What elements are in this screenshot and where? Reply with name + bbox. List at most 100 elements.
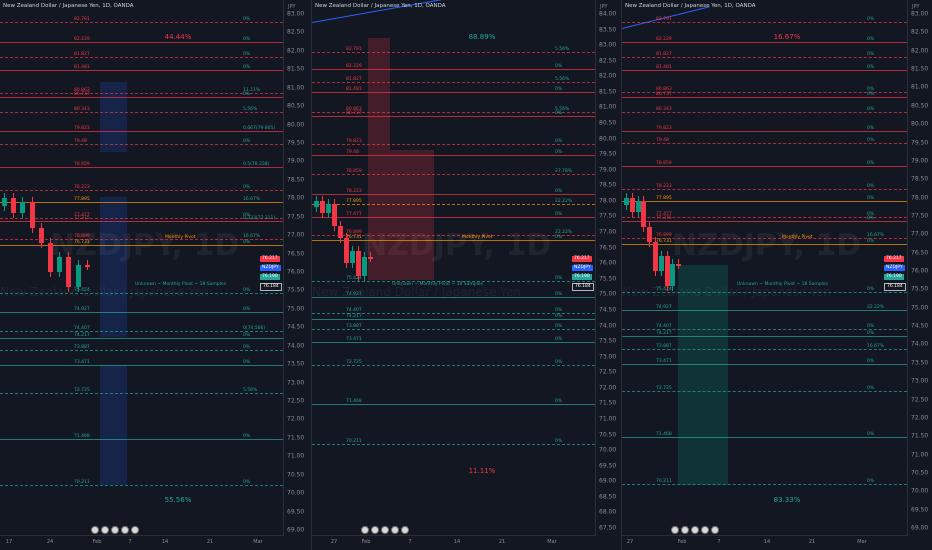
price-tick-label: 77.00: [599, 228, 617, 236]
pivot-level-line: [0, 143, 283, 145]
pivot-level-line: [622, 97, 907, 99]
toolbar-button[interactable]: [701, 526, 709, 534]
pivot-level-line: [0, 97, 283, 99]
price-tick-label: 79.00: [599, 166, 617, 174]
range-box: [678, 265, 728, 485]
pivot-level-value: 81.481: [346, 87, 362, 93]
candle-body: [338, 225, 343, 239]
chart-pane-right[interactable]: NZDJPY, 1D New Zealand Dollar / Japanese …: [621, 0, 932, 550]
pivot-level-line: [622, 363, 907, 365]
replay-toolbar[interactable]: [361, 526, 409, 534]
toolbar-button[interactable]: [121, 526, 129, 534]
price-tick-label: 68.50: [599, 493, 617, 501]
price-axis[interactable]: JPY 84.00 83.50 83.00 82.50 82.00 81.50 81.00 8…: [572, 0, 620, 536]
time-axis[interactable]: 17 24 Feb 7 14 21 Mar: [0, 535, 283, 550]
candle-body: [356, 250, 361, 276]
toolbar-button[interactable]: [371, 526, 379, 534]
candle-body: [624, 197, 629, 205]
price-axis[interactable]: JPY 83.00 82.50 82.00 81.50 81.00 80.50 80.00 7…: [260, 0, 309, 536]
pivot-level-percent: 0%: [867, 160, 875, 166]
plot-area[interactable]: NZDJPY, 1D New Zealand Dollar / Japanese …: [312, 0, 595, 536]
price-tick-label: 69.50: [911, 506, 929, 514]
pivot-level-percent: 0%: [867, 196, 875, 202]
replay-toolbar[interactable]: [91, 526, 139, 534]
pivot-level-value: 76.731: [656, 238, 672, 244]
toolbar-button[interactable]: [381, 526, 389, 534]
time-axis[interactable]: 27 Feb 7 14 21 Mar: [312, 535, 595, 550]
pivot-level-value: 82.791: [74, 16, 90, 22]
lower-probability: 11.11%: [468, 467, 496, 475]
pivot-level-percent: 5.56%: [555, 106, 570, 112]
pivot-level-value: 79.48: [656, 137, 669, 143]
pivot-level-value: 81.827: [346, 76, 362, 82]
pivot-level-line: [312, 443, 595, 445]
price-tick-label: 82.00: [599, 72, 617, 80]
price-tick-label: 74.50: [287, 323, 305, 331]
chart-pane-middle[interactable]: NZDJPY, 1D New Zealand Dollar / Japanese …: [311, 0, 620, 550]
pivot-level-value: 72.725: [74, 387, 90, 393]
pivot-level-line: [312, 318, 595, 320]
pivot-level-percent: 0%: [867, 211, 875, 217]
price-tick-label: 79.00: [287, 157, 305, 165]
candle-body: [676, 263, 682, 266]
pivot-level-value: 80.343: [74, 106, 90, 112]
pivot-level-percent: 0%: [243, 16, 251, 22]
price-tick-label: 70.50: [599, 431, 617, 439]
price-tick-label: 83.00: [911, 10, 929, 18]
pivot-level-value: 74.407: [656, 324, 672, 330]
price-tick-label: 79.50: [599, 150, 617, 158]
time-tick-label: 21: [808, 539, 816, 545]
lower-probability: 55.56%: [164, 496, 192, 504]
toolbar-button[interactable]: [691, 526, 699, 534]
toolbar-button[interactable]: [91, 526, 99, 534]
price-tag: 76.184: [572, 283, 594, 291]
pivot-level-line: [312, 111, 595, 113]
plot-area[interactable]: NZDJPY, 1D New Zealand Dollar / Japanese …: [622, 0, 907, 536]
pivot-level-percent: 0%: [243, 287, 251, 293]
time-axis[interactable]: 27 Feb 7 14 21 Mar: [622, 535, 907, 550]
pivot-level-percent: 0%: [555, 63, 563, 69]
pivot-level-value: 78.859: [346, 168, 362, 174]
time-tick-label: 17: [5, 539, 13, 545]
symbol-title[interactable]: New Zealand Dollar / Japanese Yen, 1D, O…: [625, 3, 756, 9]
pivot-level-line: [0, 349, 283, 351]
price-tick-label: 72.50: [287, 397, 305, 405]
price-tick-label: 81.00: [911, 83, 929, 91]
toolbar-button[interactable]: [131, 526, 139, 534]
toolbar-button[interactable]: [681, 526, 689, 534]
toolbar-button[interactable]: [671, 526, 679, 534]
price-axis[interactable]: JPY 83.00 82.50 82.00 81.50 81.00 80.50 80.00 7…: [884, 0, 932, 536]
toolbar-button[interactable]: [111, 526, 119, 534]
toolbar-button[interactable]: [391, 526, 399, 534]
plot-area[interactable]: NZDJPY, 1D New Zealand Dollar / Japanese …: [0, 0, 283, 536]
pivot-level-line: [0, 221, 283, 223]
toolbar-button[interactable]: [361, 526, 369, 534]
symbol-title[interactable]: New Zealand Dollar / Japanese Yen, 1D, O…: [315, 3, 446, 9]
pivot-level-value: 73.887: [346, 323, 362, 329]
pivot-level-percent: 0%: [555, 110, 563, 116]
time-tick-label: 27: [330, 539, 338, 545]
price-tick-label: 71.00: [911, 451, 929, 459]
toolbar-button[interactable]: [711, 526, 719, 534]
pivot-level-line: [0, 217, 283, 219]
pivot-level-percent: 0%: [867, 432, 875, 438]
pivot-level-line: [622, 130, 907, 132]
pivot-level-value: 76.731: [74, 239, 90, 245]
toolbar-button[interactable]: [101, 526, 109, 534]
pivot-level-percent: 5.56%: [555, 46, 570, 52]
samples-annotation: Unknown ~ Monthly Pivot ~ 18 Samples: [737, 282, 829, 287]
pivot-level-value: 74.927: [656, 305, 672, 311]
toolbar-button[interactable]: [401, 526, 409, 534]
pivot-level-line: [0, 238, 283, 240]
price-tick-label: 77.00: [911, 230, 929, 238]
candle-body: [629, 197, 635, 213]
pivot-level-line: [622, 220, 907, 222]
symbol-title[interactable]: New Zealand Dollar / Japanese Yen, 1D, O…: [3, 3, 134, 9]
replay-toolbar[interactable]: [671, 526, 719, 534]
pivot-level-percent: 0%: [555, 438, 563, 444]
pivot-level-value: 75.424: [656, 286, 672, 292]
pivot-level-value: 80.863: [656, 87, 672, 93]
price-tick-label: 79.50: [911, 139, 929, 146]
chart-pane-left[interactable]: NZDJPY, 1D New Zealand Dollar / Japanese …: [0, 0, 309, 550]
pivot-level-value: 78.859: [74, 161, 90, 167]
